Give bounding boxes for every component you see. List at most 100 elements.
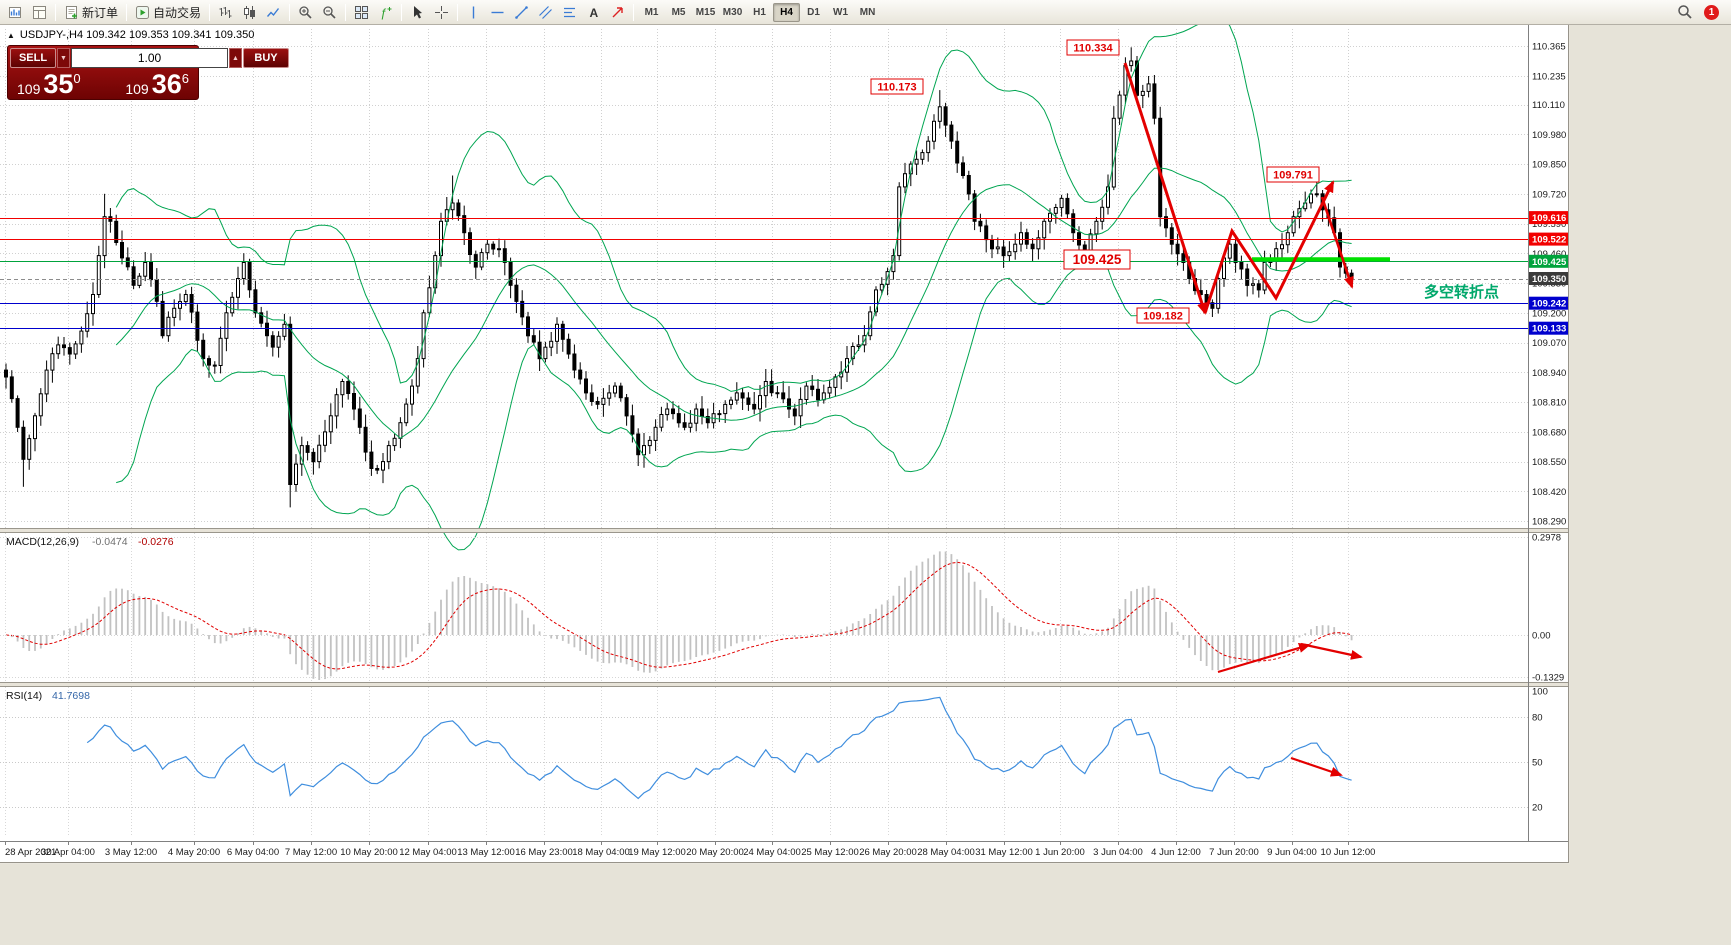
macd-indicator [5,551,1353,680]
price-scale-label: 108.290 [1532,517,1566,528]
new-order-button[interactable]: 新订单 [60,2,122,23]
new-chart-button[interactable] [4,2,27,23]
volume-up-button[interactable]: ▲ [229,48,242,68]
bar-chart-mode-button[interactable] [214,2,237,23]
annotation-box-109.791[interactable] [1266,166,1320,183]
volume-down-button[interactable]: ▼ [57,48,70,68]
profiles-button[interactable] [28,2,51,23]
bar-chart-icon [219,6,232,18]
price-scale-label: 109.850 [1532,160,1566,171]
vertical-line-tool-button[interactable] [462,2,485,23]
notification-badge[interactable]: 1 [1704,4,1719,20]
trend-arrow[interactable] [1290,756,1343,777]
macd-scale-label: -0.1329 [1532,673,1564,684]
timeframe-button-m15[interactable]: M15 [695,6,716,18]
svg-text:109.425: 109.425 [1532,257,1567,268]
time-scale-label: 1 Jun 20:00 [1035,847,1085,858]
annotation-box-109.182[interactable] [1136,307,1190,324]
trend-arrow[interactable] [1300,642,1363,660]
time-scale-label: 4 Jun 12:00 [1151,847,1201,858]
timeframe-button-m1[interactable]: M1 [644,6,659,18]
sell-price-big: 35 [43,69,74,99]
toolbar-separator [55,3,56,21]
time-scale-label: 10 May 20:00 [340,847,398,858]
svg-text:109.182: 109.182 [1143,311,1183,323]
timeframe-button-m30[interactable]: M30 [722,6,743,18]
rsi-scale-label: 100 [1532,687,1548,698]
timeframe-button-m5[interactable]: M5 [671,6,686,18]
collapse-widget-icon[interactable]: ▲ [7,30,15,40]
svg-text:109.350: 109.350 [1532,274,1566,285]
trend-arrow[interactable] [1203,180,1335,314]
auto-trading-icon [136,5,150,19]
candlestick-mode-button[interactable] [238,2,261,23]
price-scale-label: 108.940 [1532,368,1566,379]
cursor-tool-button[interactable] [406,2,429,23]
trend-arrow[interactable] [1123,62,1207,315]
timeframe-button-w1[interactable]: W1 [833,6,849,18]
turning-point-note[interactable]: 多空转折点 [1424,283,1499,301]
arrow-tool-button[interactable] [606,2,629,23]
toolbar-separator [345,3,347,21]
new-order-icon [66,5,77,19]
horizontal-line-tool-button[interactable] [486,2,509,23]
buy-price[interactable]: 109 36 6 [125,71,189,98]
svg-text:109.522: 109.522 [1532,235,1566,246]
tile-windows-button[interactable] [350,2,373,23]
zoom-out-icon [323,5,336,19]
annotation-box-109.425[interactable] [1063,249,1131,270]
trendline-tool-button[interactable] [510,2,533,23]
text-tool-icon: A [590,6,599,20]
vertical-line-icon [472,6,475,18]
chart-canvas[interactable]: 110.365 110.235 110.110 109.980 109.850 109.7… [0,25,1568,862]
timeframe-button-h4[interactable]: H4 [773,2,801,22]
auto-trading-button[interactable]: 自动交易 [131,2,205,23]
chart-background [0,25,1568,862]
trend-arrow[interactable] [1320,196,1354,289]
macd-value-signal: -0.0276 [138,536,174,548]
sell-price-sup: 0 [73,71,81,86]
buy-price-sup: 6 [181,71,189,86]
channel-tool-button[interactable] [534,2,557,23]
price-scale-label: 109.070 [1532,338,1566,349]
channel-icon [539,5,552,19]
symbol-ohlc-line: ▲ USDJPY-,H4 109.342 109.353 109.341 109… [7,29,254,41]
crosshair-tool-button[interactable] [430,2,453,23]
price-scale-label: 110.110 [1532,100,1565,111]
buy-button[interactable]: BUY [243,48,289,68]
macd-label: MACD(12,26,9) [6,536,79,548]
trendline-icon [515,5,528,19]
trend-arrows[interactable] [1123,62,1363,777]
time-scale-label: 25 May 12:00 [801,847,859,858]
timeframe-button-mn[interactable]: MN [859,6,876,18]
line-chart-mode-button[interactable] [262,2,285,23]
sell-price[interactable]: 109 35 0 [17,71,81,98]
timeframe-button-h1[interactable]: H1 [753,6,766,18]
price-level-lines[interactable] [0,218,1528,329]
cursor-icon [414,5,423,18]
search-button[interactable] [1673,2,1697,23]
axes: 110.365 110.235 110.110 109.980 109.850 109.7… [0,25,1568,858]
timeframe-button-d1[interactable]: D1 [807,6,820,18]
time-scale-label: 12 May 04:00 [399,847,457,858]
volume-input[interactable] [71,48,228,68]
fibonacci-tool-button[interactable] [558,2,581,23]
indicators-button[interactable]: ƒ [374,2,397,23]
annotation-box-110.173[interactable] [870,78,924,95]
annotation-box-110.334[interactable] [1066,39,1120,56]
price-annotations[interactable]: 110.334 110.173 109.791 109.425 109.182 多空转折点 [870,39,1499,324]
text-tool-button[interactable]: A [582,2,605,23]
zoom-out-button[interactable] [318,2,341,23]
toolbar-separator [401,3,403,21]
time-scale-label: 26 May 20:00 [859,847,917,858]
price-scale-label: 108.550 [1532,457,1566,468]
zoom-in-button[interactable] [294,2,317,23]
trend-arrow[interactable] [1217,643,1311,674]
timeframe-buttons: M1 M5 M15 M30 H1 H4 D1 W1 MN [638,2,881,22]
candlestick-icon [244,5,256,19]
price-tag-109.242 [1529,296,1568,310]
zoom-in-icon [299,5,312,19]
sell-button[interactable]: SELL [10,48,56,68]
symbol-quote-text: USDJPY-,H4 109.342 109.353 109.341 109.3… [19,29,255,41]
panel-separators[interactable] [0,528,1568,687]
